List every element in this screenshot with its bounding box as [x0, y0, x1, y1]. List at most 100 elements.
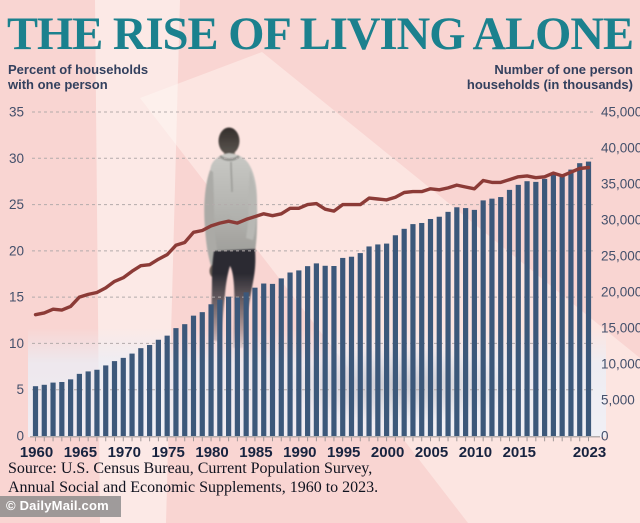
bar-1995	[340, 257, 346, 436]
bar-1977	[182, 324, 188, 436]
right-tick-label: 40,000	[601, 141, 640, 156]
bar-1988	[278, 278, 284, 436]
bar-2000	[384, 243, 390, 436]
bar-2014	[506, 189, 513, 436]
bar-2001	[392, 235, 398, 436]
bar-2005	[427, 218, 434, 436]
right-tick-label: 35,000	[601, 177, 640, 192]
bar-2017	[533, 181, 539, 436]
left-tick-label: 30	[9, 151, 24, 166]
left-tick-label: 25	[9, 197, 24, 212]
bar-1978	[190, 315, 197, 436]
bar-1997	[357, 253, 363, 436]
right-axis-header: Number of one person households (in thou…	[466, 62, 633, 92]
bar-2019	[550, 173, 556, 436]
left-tick-label: 5	[16, 382, 24, 397]
page-title-svg: THE RISE OF LIVING ALONE	[7, 8, 634, 60]
year-label-1990: 1990	[283, 444, 316, 461]
bar-1981	[217, 299, 223, 436]
right-tick-label: 45,000	[601, 105, 640, 120]
bar-2013	[498, 197, 504, 436]
right-tick-label: 10,000	[601, 357, 640, 372]
bar-2020	[559, 176, 565, 436]
bar-1983	[234, 297, 240, 436]
bar-1979	[199, 312, 205, 436]
left-axis-tick-labels: 0 5 10 15 20 25 30 35	[9, 105, 24, 444]
bar-1970	[120, 357, 126, 436]
bar-1991	[305, 266, 311, 436]
year-label-1970: 1970	[108, 444, 141, 461]
bar-1966	[85, 371, 91, 436]
year-label-1975: 1975	[151, 444, 184, 461]
bar-1962	[50, 382, 56, 436]
bar-1993	[322, 265, 328, 436]
bar-2012	[489, 198, 495, 436]
bar-1976	[173, 328, 179, 436]
bar-1986	[261, 283, 267, 436]
left-tick-label: 15	[9, 290, 24, 305]
bar-1984	[243, 292, 249, 436]
year-label-2015: 2015	[503, 444, 536, 461]
bar-1990	[296, 270, 302, 436]
year-label-2000: 2000	[371, 444, 404, 461]
bar-1965	[76, 373, 82, 436]
bar-1999	[375, 244, 381, 436]
bars-series	[32, 161, 592, 437]
left-tick-label: 35	[9, 105, 24, 120]
bar-1968	[103, 365, 109, 436]
bar-2011	[480, 200, 486, 436]
bar-1980	[208, 304, 214, 436]
bar-1994	[331, 266, 337, 436]
right-tick-label: 25,000	[601, 249, 640, 264]
bar-2021	[568, 169, 574, 436]
x-axis-year-labels: 1960 1965 1970 1975 1980 1985 1990 1995 2000 2005…	[20, 444, 606, 461]
left-axis-header: Percent of households with one person	[8, 62, 149, 92]
bar-1985	[252, 287, 258, 436]
bar-2009	[463, 208, 469, 436]
page-title: THE RISE OF LIVING ALONE	[7, 8, 633, 60]
year-label-1995: 1995	[327, 444, 360, 461]
bar-1974	[155, 339, 161, 436]
bar-1964	[68, 379, 74, 436]
dailymail-watermark: © DailyMail.com	[0, 496, 121, 517]
bar-1987	[269, 283, 276, 436]
bar-2006	[436, 216, 442, 436]
source-line-2: Annual Social and Economic Supplements, …	[8, 479, 379, 496]
bar-1989	[287, 272, 293, 436]
year-label-2005: 2005	[415, 444, 448, 461]
bar-1961	[41, 384, 47, 436]
bar-2004	[419, 222, 425, 436]
line-series	[33, 165, 591, 317]
right-tick-label: 15,000	[601, 321, 640, 336]
bar-2022	[577, 163, 583, 436]
left-tick-label: 0	[16, 429, 24, 444]
source-line-1: Source: U.S. Census Bureau, Current Popu…	[8, 460, 373, 477]
bar-1982	[226, 296, 232, 436]
bar-1992	[313, 263, 319, 436]
right-axis-tick-labels: 0 5,000 10,000 15,000 20,000 25,000 30,000 35,0…	[601, 105, 640, 444]
year-label-1985: 1985	[239, 444, 272, 461]
year-label-1960: 1960	[20, 444, 53, 461]
x-axis	[30, 436, 600, 442]
right-tick-label: 0	[601, 429, 609, 444]
bar-1963	[59, 381, 65, 436]
bar-1960	[32, 386, 39, 436]
right-tick-label: 30,000	[601, 213, 640, 228]
bar-1971	[129, 353, 135, 436]
right-tick-label: 5,000	[601, 393, 635, 408]
bar-2010	[471, 209, 477, 436]
year-label-1965: 1965	[64, 444, 97, 461]
bar-2018	[542, 178, 548, 437]
right-tick-label: 20,000	[601, 285, 640, 300]
bar-1969	[111, 361, 118, 436]
year-label-2010: 2010	[459, 444, 492, 461]
left-tick-label: 20	[9, 243, 24, 258]
year-label-1980: 1980	[195, 444, 228, 461]
left-tick-label: 10	[9, 336, 24, 351]
bar-1975	[164, 335, 170, 436]
year-label-2023: 2023	[573, 444, 606, 461]
percent-line	[33, 165, 591, 317]
bar-2016	[524, 181, 530, 436]
